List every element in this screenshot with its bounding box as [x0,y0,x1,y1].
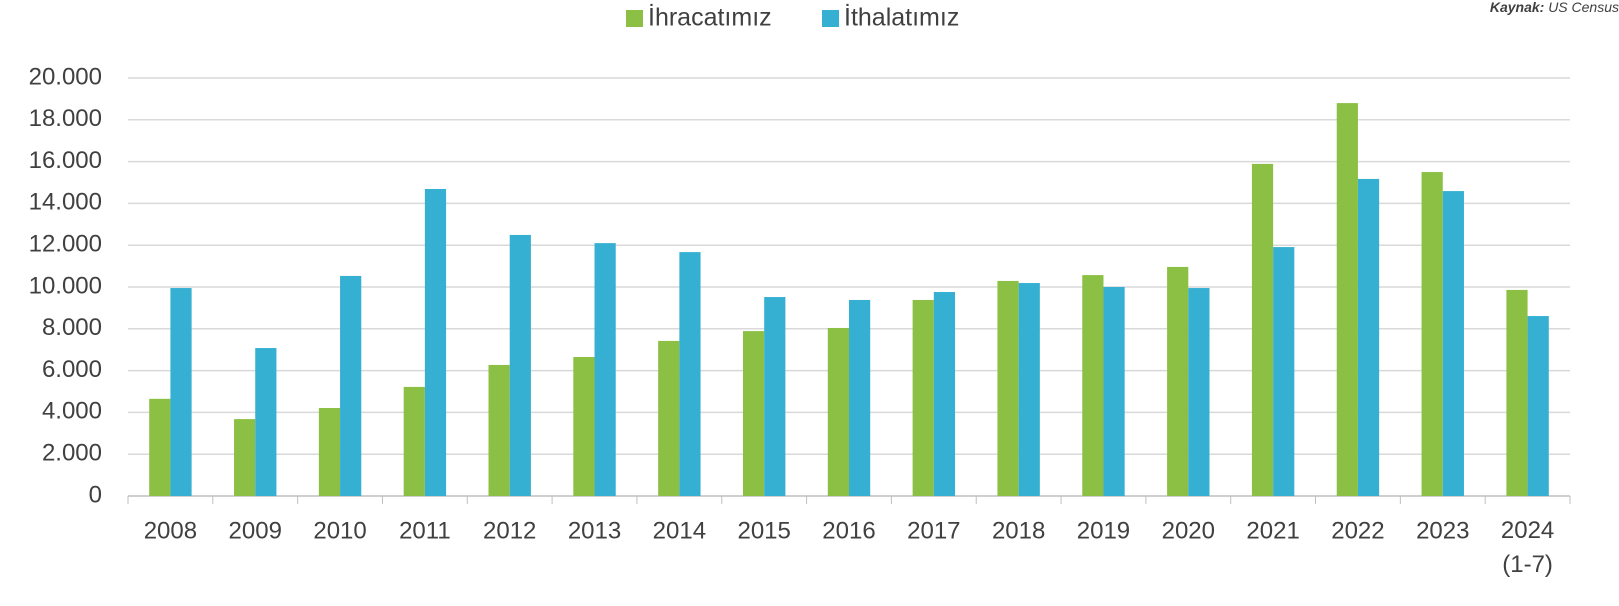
legend-label: İthalatımız [844,3,959,32]
bar [1103,287,1125,496]
x-tick-line: 2024 [1501,517,1554,544]
bar [573,357,595,496]
bar [488,364,510,496]
source: Kaynak: US Census [1490,0,1619,15]
bar [1357,178,1380,496]
y-tick-label: 18.000 [29,105,102,132]
x-tick-label: 2022 [1331,517,1384,544]
bar [1082,275,1104,496]
bar [1251,163,1274,497]
bar [170,288,192,496]
x-tick-label: 2013 [568,517,621,544]
bar [1527,316,1549,496]
bar [594,243,616,496]
y-tick-label: 20.000 [29,63,102,90]
bar [318,408,341,496]
y-tick-label: 2.000 [42,440,102,467]
y-tick-label: 4.000 [42,398,102,425]
bar [234,419,256,496]
bar [1188,288,1210,496]
bar [1336,103,1358,496]
x-tick-label: 2023 [1416,517,1469,544]
bar [1018,283,1040,496]
legend-swatch [626,10,643,27]
x-tick-label: 2021 [1246,517,1299,544]
legend-swatch [822,10,839,27]
x-tick-label: 2020 [1162,517,1215,544]
x-tick-label: 2017 [907,517,960,544]
bar [742,331,765,496]
bar [912,299,934,496]
bar [149,398,171,496]
x-tick-label: 2009 [229,517,282,544]
bar [1506,289,1528,496]
bar [1421,172,1443,497]
y-tick-label: 12.000 [29,231,102,258]
bar [764,297,786,496]
bar [849,299,871,496]
bar [255,348,277,496]
y-tick-label: 16.000 [29,147,102,174]
x-tick-label: 2016 [822,517,875,544]
x-tick-label: 2011 [399,517,451,544]
bar [658,340,680,496]
legend-label: İhracatımız [648,3,772,32]
bar [1442,191,1464,496]
bar [933,292,956,496]
y-tick-label: 14.000 [29,189,102,216]
x-tick-label: 2019 [1077,517,1130,544]
bar [827,327,849,496]
y-tick-label: 10.000 [29,272,102,299]
bar [424,188,447,496]
x-tick-label: 2014 [653,517,706,544]
bar [403,386,425,496]
bar [1273,247,1295,496]
y-tick-label: 8.000 [42,314,102,341]
y-tick-label: 6.000 [42,356,102,383]
x-tick-label: 2008 [144,517,197,544]
x-tick-label: 2012 [483,517,536,544]
source-label: Kaynak: [1490,0,1544,15]
bar [509,234,531,497]
bar [679,252,701,496]
bar [997,280,1019,496]
x-tick-line: (1-7) [1502,551,1553,578]
source-text: US Census [1548,0,1619,15]
x-tick-label: 2024 (1-7) [1501,517,1554,578]
x-tick-label: 2010 [313,517,366,544]
x-tick-label: 2015 [737,517,790,544]
y-tick-label: 0 [89,481,102,508]
x-tick-label: 2018 [992,517,1045,544]
bar [1167,266,1189,496]
bar [340,275,362,496]
